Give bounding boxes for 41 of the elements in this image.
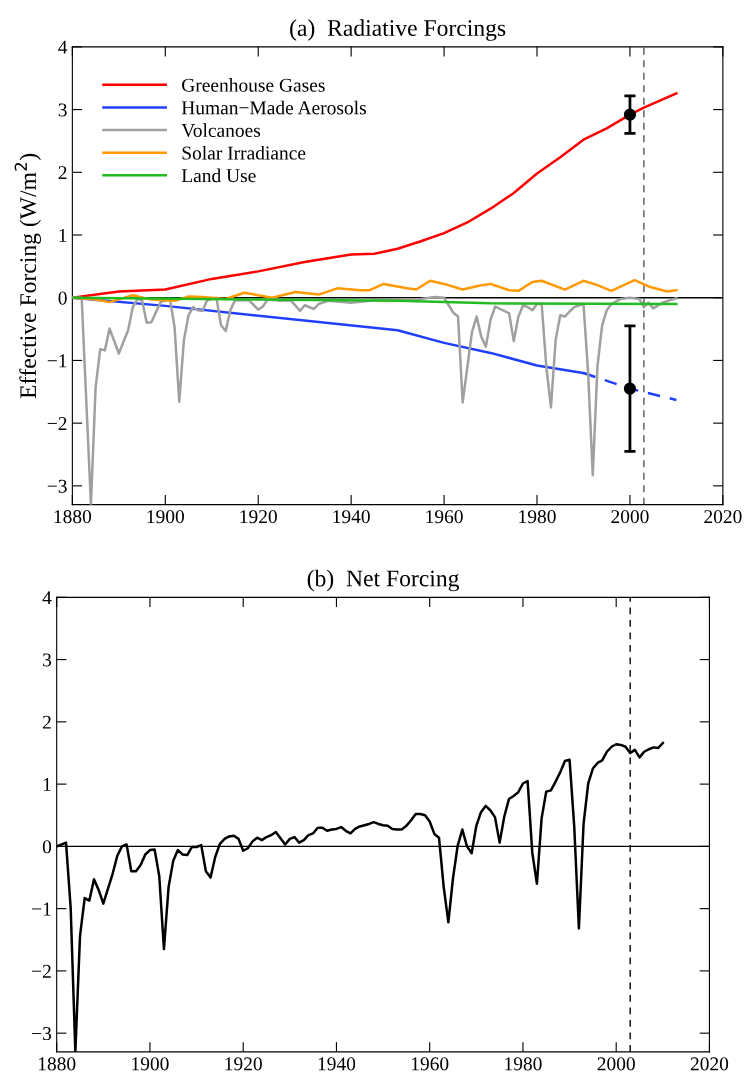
x-tick-label: 2000 bbox=[597, 1057, 635, 1071]
legend-label: Solar Irradiance bbox=[182, 145, 306, 160]
y-tick-label: 4 bbox=[58, 40, 68, 54]
x-tick-label: 1940 bbox=[333, 510, 370, 524]
y-tick-label: 1 bbox=[59, 228, 67, 242]
x-tick-label: 1960 bbox=[411, 1057, 449, 1071]
y-tick-label: 3 bbox=[58, 103, 67, 117]
y-tick-label: 2 bbox=[58, 166, 67, 180]
y-axis-title: Effective Forcing (W/m$^{2}$) bbox=[14, 153, 41, 399]
x-tick-label: 1900 bbox=[132, 1057, 169, 1071]
x-tick-label: 1960 bbox=[426, 510, 463, 524]
y-tick-label: −2 bbox=[32, 964, 51, 978]
x-tick-label: 1920 bbox=[240, 510, 277, 524]
x-tick-label: 2000 bbox=[611, 510, 649, 524]
legend-label: Human−Made Aerosols bbox=[181, 100, 366, 115]
y-tick-label: 0 bbox=[42, 840, 52, 854]
x-tick-label: 2020 bbox=[704, 510, 742, 524]
line-series bbox=[72, 296, 678, 306]
y-tick-label: −3 bbox=[32, 1027, 52, 1041]
x-tick-label: 1880 bbox=[38, 1057, 76, 1071]
x-tick-label: 1980 bbox=[505, 1057, 542, 1071]
x-tick-label: 1920 bbox=[225, 1057, 262, 1071]
chart-title: (a) Radiative Forcings bbox=[290, 19, 506, 41]
legend-label: Greenhouse Gases bbox=[182, 78, 325, 92]
y-tick-label: 3 bbox=[43, 653, 52, 667]
chart-title: (b) Net Forcing bbox=[307, 569, 460, 592]
y-tick-label: 1 bbox=[43, 778, 51, 791]
x-tick-label: 1940 bbox=[318, 1057, 356, 1071]
y-tick-label: −1 bbox=[32, 902, 51, 916]
y-tick-label: −1 bbox=[47, 354, 67, 368]
x-tick-label: 2020 bbox=[690, 1057, 729, 1071]
x-tick-label: 1880 bbox=[54, 510, 92, 524]
y-tick-label: 2 bbox=[42, 715, 51, 729]
y-tick-label: 4 bbox=[42, 591, 52, 605]
legend-label: Volcanoes bbox=[181, 123, 261, 138]
x-tick-label: 1900 bbox=[147, 510, 184, 524]
y-tick-label: −3 bbox=[47, 479, 67, 493]
x-tick-label: 1980 bbox=[519, 510, 556, 524]
y-tick-label: −2 bbox=[47, 417, 67, 430]
legend-label: Land Use bbox=[181, 168, 256, 183]
y-tick-label: 0 bbox=[58, 291, 67, 305]
